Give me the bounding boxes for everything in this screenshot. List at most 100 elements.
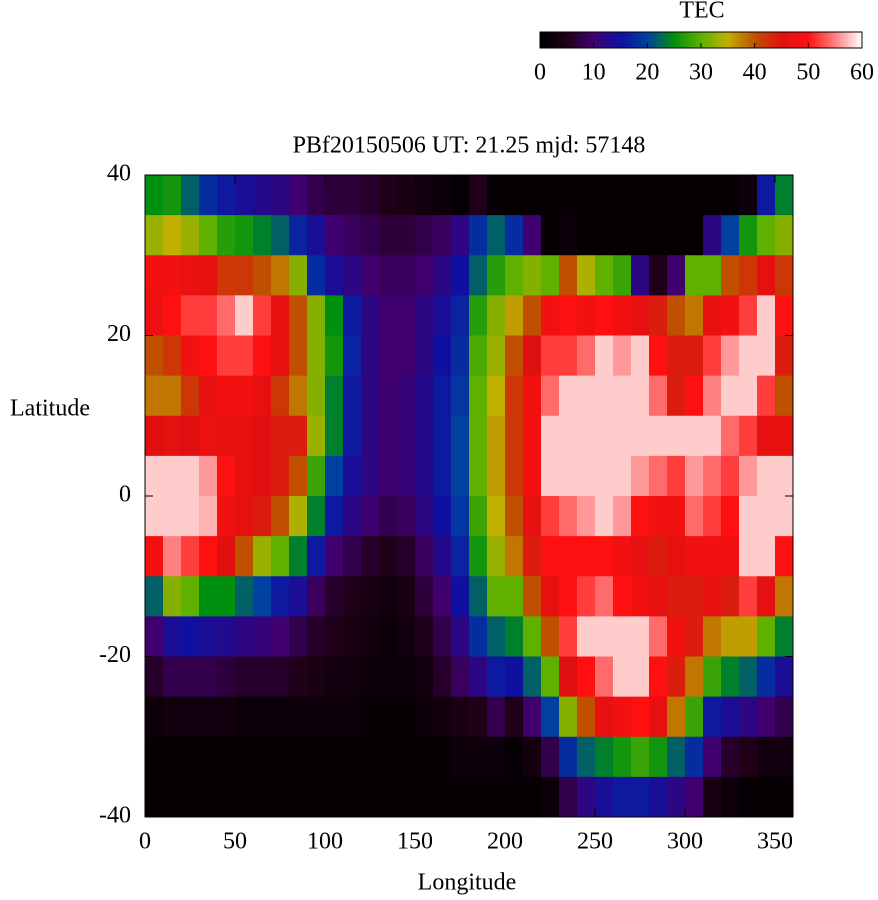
heat-cell	[631, 696, 650, 738]
heat-cell	[631, 776, 650, 818]
heat-cell	[505, 656, 524, 698]
heat-cell	[253, 175, 272, 216]
heat-cell	[361, 576, 380, 617]
heat-cell	[325, 776, 344, 818]
heat-cell	[721, 776, 740, 818]
heat-cell	[685, 696, 704, 738]
heat-cell	[199, 295, 218, 336]
heat-cell	[523, 415, 542, 457]
heat-cell	[217, 295, 236, 336]
heat-cell	[451, 295, 470, 336]
heat-cell	[523, 616, 542, 657]
heat-cell	[505, 215, 524, 256]
heat-cell	[577, 455, 596, 497]
heat-cell	[163, 215, 182, 256]
heat-cell	[721, 616, 740, 657]
heat-cell	[757, 455, 776, 497]
heat-cell	[469, 656, 488, 698]
heat-cell	[361, 375, 380, 417]
heat-cell	[523, 656, 542, 698]
heat-cell	[487, 616, 506, 657]
heat-cell	[739, 496, 758, 537]
heat-cell	[757, 656, 776, 698]
heat-cell	[613, 656, 632, 698]
heat-cell	[343, 776, 362, 818]
heat-cell	[721, 536, 740, 577]
heat-cell	[145, 536, 164, 577]
heat-cell	[433, 656, 452, 698]
heat-cell	[379, 576, 398, 617]
heat-cell	[433, 295, 452, 336]
heat-cell	[721, 415, 740, 457]
heat-cell	[469, 455, 488, 497]
heat-cell	[667, 736, 686, 778]
heat-cell	[379, 215, 398, 256]
heat-cell	[253, 335, 272, 377]
heat-cell	[595, 375, 614, 417]
heat-cell	[289, 175, 308, 216]
heat-cell	[649, 776, 668, 818]
heat-cell	[703, 295, 722, 336]
heat-cell	[721, 255, 740, 296]
heat-cell	[235, 736, 254, 778]
heat-cell	[253, 616, 272, 657]
heat-cell	[235, 335, 254, 377]
heat-cell	[523, 736, 542, 778]
heat-cell	[253, 215, 272, 256]
heat-cell	[235, 415, 254, 457]
heat-cell	[595, 175, 614, 216]
heat-cell	[307, 536, 326, 577]
heat-cell	[505, 536, 524, 577]
heat-cell	[415, 736, 434, 778]
heat-cell	[721, 576, 740, 617]
heat-cell	[433, 175, 452, 216]
heat-cell	[469, 696, 488, 738]
heat-cell	[163, 656, 182, 698]
heat-cell	[739, 375, 758, 417]
heat-cell	[775, 496, 794, 537]
heat-cell	[523, 536, 542, 577]
x-tick-label: 350	[757, 829, 793, 855]
heat-cell	[757, 536, 776, 577]
heat-cell	[685, 335, 704, 377]
heat-cell	[505, 616, 524, 657]
y-tick-label: 0	[119, 482, 131, 508]
heat-cell	[325, 616, 344, 657]
heat-cell	[451, 255, 470, 296]
heat-cell	[703, 576, 722, 617]
heat-cell	[559, 335, 578, 377]
heat-cell	[379, 335, 398, 377]
heat-cell	[631, 375, 650, 417]
heat-cell	[235, 175, 254, 216]
heat-cell	[487, 656, 506, 698]
heat-cell	[325, 656, 344, 698]
heat-cell	[559, 656, 578, 698]
heat-cell	[613, 776, 632, 818]
heat-cell	[577, 576, 596, 617]
heat-cell	[397, 656, 416, 698]
heat-cell	[433, 455, 452, 497]
heat-cell	[631, 496, 650, 537]
heat-cell	[361, 736, 380, 778]
heat-cell	[163, 175, 182, 216]
heat-cell	[325, 335, 344, 377]
heat-cell	[559, 375, 578, 417]
heat-cell	[181, 536, 200, 577]
heat-cell	[145, 616, 164, 657]
heat-cell	[667, 496, 686, 537]
heat-cell	[145, 736, 164, 778]
heat-cell	[685, 255, 704, 296]
heat-cell	[163, 455, 182, 497]
heat-cell	[775, 455, 794, 497]
heat-cell	[523, 496, 542, 537]
heat-cell	[703, 415, 722, 457]
heat-cell	[217, 776, 236, 818]
heat-cell	[523, 335, 542, 377]
heat-cell	[631, 536, 650, 577]
heat-cell	[145, 375, 164, 417]
heat-cell	[433, 375, 452, 417]
heat-cell	[595, 696, 614, 738]
heat-cell	[541, 335, 560, 377]
heat-cell	[181, 215, 200, 256]
heat-cell	[343, 576, 362, 617]
